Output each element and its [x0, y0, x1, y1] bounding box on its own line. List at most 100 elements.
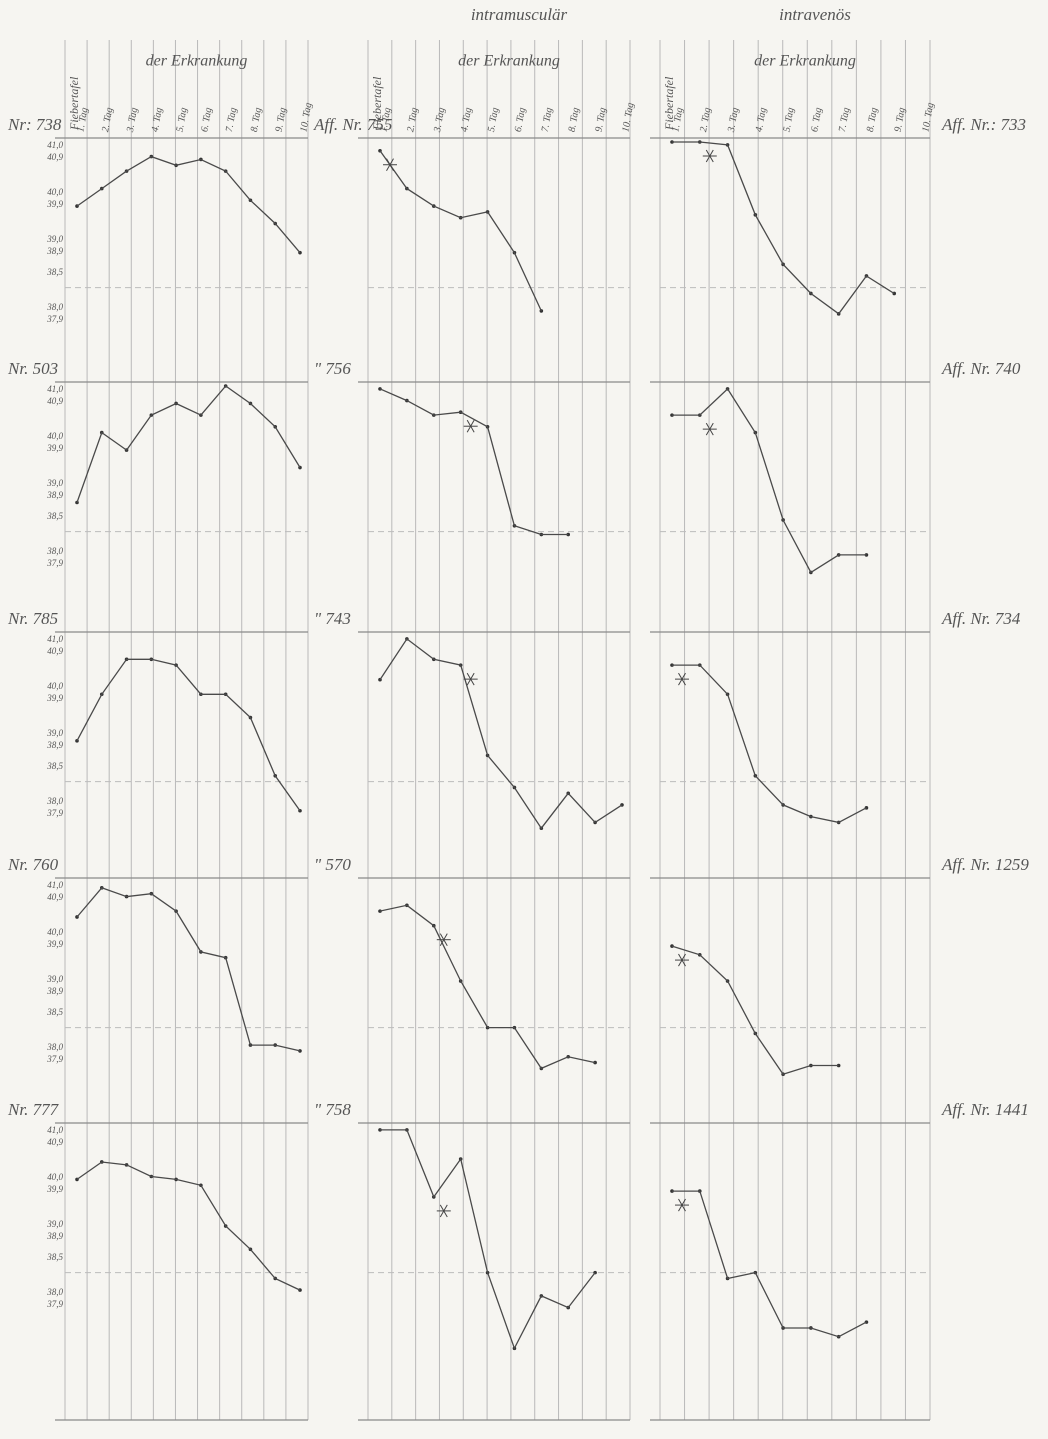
scale-label: 39,0: [46, 478, 63, 488]
panel-label: Nr. 503: [7, 359, 58, 378]
scale-label: 38,5: [46, 511, 63, 521]
scale-label: 39,9: [46, 693, 63, 703]
day-label: 1. Tag: [670, 107, 685, 133]
scale-label: 40,0: [47, 1172, 63, 1182]
scale-label: 38,0: [46, 302, 63, 312]
day-label: 2. Tag: [405, 107, 420, 133]
day-label: 9. Tag: [893, 107, 908, 133]
day-label: 4. Tag: [754, 107, 769, 133]
scale-label: 38,5: [46, 1252, 63, 1262]
scale-label: 40,9: [47, 152, 63, 162]
scale-label: 39,0: [46, 728, 63, 738]
panel-label: " 758: [314, 1100, 351, 1119]
day-label: 2. Tag: [100, 107, 115, 133]
column-heading: der Erkrankung: [754, 53, 856, 70]
panel-label: Aff. Nr. 1259: [941, 855, 1029, 874]
panel-label: Nr. 760: [7, 855, 59, 874]
scale-label: 38,9: [46, 986, 63, 996]
scale-label: 39,9: [46, 443, 63, 453]
day-label: 1. Tag: [75, 107, 90, 133]
day-label: 6. Tag: [513, 107, 528, 133]
scale-label: 40,0: [47, 681, 63, 691]
panel-label: Aff. Nr. 740: [941, 359, 1021, 378]
temperature-curve: [76, 887, 301, 1052]
scale-label: 41,0: [47, 880, 63, 890]
scale-label: 38,0: [46, 1287, 63, 1297]
scale-label: 38,9: [46, 740, 63, 750]
scale-label: 38,9: [46, 490, 63, 500]
temperature-curve: [671, 945, 839, 1075]
column-heading: der Erkrankung: [458, 53, 560, 70]
scale-label: 39,9: [46, 1184, 63, 1194]
temperature-curve: [672, 387, 867, 574]
day-label: 7. Tag: [540, 107, 555, 133]
injection-star: [386, 158, 394, 172]
scale-label: 39,9: [46, 199, 63, 209]
panel-label: Aff. Nr. 755: [313, 115, 392, 134]
day-label: 8. Tag: [567, 107, 582, 133]
temperature-curve: [672, 664, 867, 824]
scale-label: 40,9: [47, 892, 63, 902]
scale-label: 41,0: [47, 384, 63, 394]
day-label: 2. Tag: [698, 107, 713, 133]
data-point: [566, 532, 571, 537]
panel-label: " 756: [314, 359, 351, 378]
day-label: 5. Tag: [174, 107, 189, 133]
side-label: Fiebertafel: [662, 76, 676, 131]
scale-label: 40,9: [47, 646, 63, 656]
scale-label: 39,0: [46, 974, 63, 984]
injection-star: [439, 1204, 448, 1218]
scale-label: 38,9: [46, 1231, 63, 1241]
panel-label: Aff. Nr. 734: [941, 609, 1021, 628]
temperature-curve: [379, 637, 623, 830]
injection-star: [678, 672, 686, 686]
data-point: [593, 1060, 597, 1065]
scale-label: 38,5: [46, 267, 63, 277]
temperature-curve: [379, 388, 569, 536]
day-label: 8. Tag: [249, 107, 264, 133]
side-label: Fiebertafel: [67, 76, 81, 131]
temperature-curve: [76, 1161, 301, 1291]
day-label: 4. Tag: [459, 107, 474, 133]
day-label: 3. Tag: [432, 107, 447, 134]
scale-label: 41,0: [47, 1125, 63, 1135]
temperature-curve: [76, 155, 301, 254]
injection-star: [678, 1198, 686, 1212]
injection-star: [705, 149, 714, 163]
panel-label: Nr. 785: [7, 609, 58, 628]
scale-label: 38,0: [46, 546, 63, 556]
day-label: 10. Tag: [620, 102, 636, 133]
temperature-curve: [76, 385, 301, 503]
scale-label: 40,9: [47, 1137, 63, 1147]
day-label: 5. Tag: [781, 107, 796, 133]
day-label: 1. Tag: [378, 107, 393, 133]
scale-label: 41,0: [47, 634, 63, 644]
day-label: 6. Tag: [199, 107, 214, 133]
temperature-curve: [672, 141, 895, 315]
scale-label: 37,9: [46, 314, 63, 324]
panel-label: Nr: 738: [7, 115, 62, 134]
temperature-curve: [672, 1190, 867, 1338]
scale-label: 38,0: [46, 796, 63, 806]
side-label: Fiebertafel: [370, 76, 384, 131]
day-label: 9. Tag: [274, 107, 289, 133]
scale-label: 37,9: [46, 558, 63, 568]
route-heading: intravenös: [779, 5, 851, 24]
injection-star: [678, 953, 686, 967]
scale-label: 41,0: [47, 140, 63, 150]
data-point: [864, 553, 869, 557]
day-label: 4. Tag: [150, 107, 165, 133]
day-label: 3. Tag: [726, 107, 741, 134]
day-label: 7. Tag: [837, 107, 852, 133]
injection-star: [705, 422, 714, 436]
scale-label: 40,0: [47, 927, 63, 937]
temperature-curve: [380, 1129, 596, 1350]
scale-label: 38,5: [46, 761, 63, 771]
day-label: 9. Tag: [593, 107, 608, 133]
data-point: [378, 909, 382, 913]
day-label: 8. Tag: [865, 107, 880, 133]
day-label: 10. Tag: [920, 102, 936, 133]
column-heading: der Erkrankung: [146, 53, 248, 70]
scale-label: 40,0: [47, 187, 63, 197]
